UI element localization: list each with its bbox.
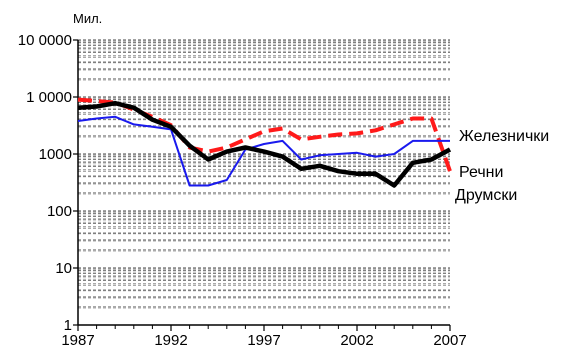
y-axis-ticks: 10 0000 1 0000 1000 100 10 1 bbox=[18, 32, 78, 334]
y-tick-label: 10 0000 bbox=[18, 32, 72, 49]
series-label: Речни bbox=[459, 164, 503, 181]
grid-lines bbox=[78, 39, 450, 309]
series-label: Друмски bbox=[455, 187, 517, 204]
y-tick-label: 100 bbox=[47, 203, 72, 220]
x-tick-label: 1992 bbox=[154, 332, 187, 349]
x-axis-ticks: 1987 1992 1997 2002 2007 bbox=[61, 325, 467, 349]
series-labels: Железнички Речни Друмски bbox=[455, 128, 549, 204]
y-axis-unit-label: Мил. bbox=[73, 11, 102, 26]
x-tick-label: 1987 bbox=[61, 332, 94, 349]
x-tick-label: 1997 bbox=[247, 332, 280, 349]
series-line bbox=[77, 115, 450, 187]
y-tick-label: 1000 bbox=[39, 146, 72, 163]
y-tick-label: 1 bbox=[64, 317, 72, 334]
series-lines bbox=[77, 97, 452, 188]
y-tick-label: 1 0000 bbox=[26, 89, 72, 106]
x-tick-label: 2002 bbox=[340, 332, 373, 349]
y-tick-label: 10 bbox=[55, 260, 72, 277]
series-label: Железнички bbox=[459, 128, 549, 145]
series-line bbox=[77, 100, 452, 188]
x-tick-label: 2007 bbox=[433, 332, 466, 349]
